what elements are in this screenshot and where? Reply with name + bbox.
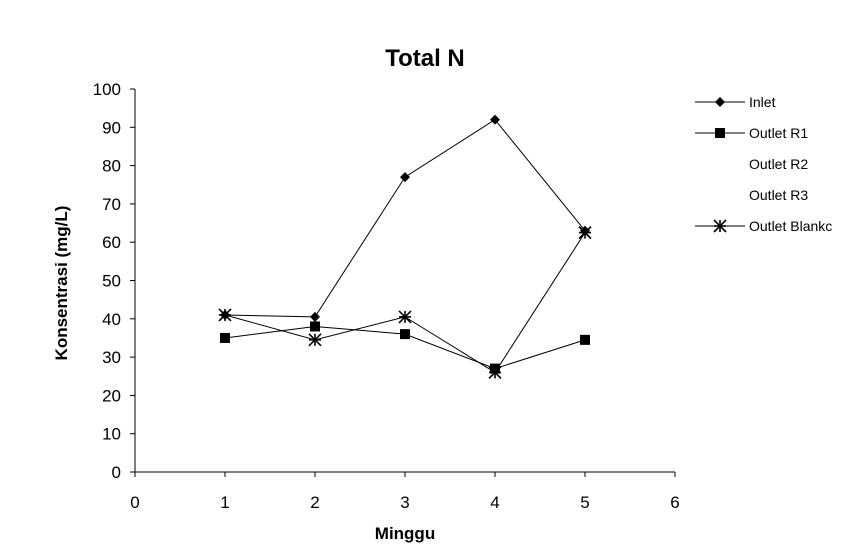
legend-label-inlet: Inlet bbox=[749, 94, 776, 110]
data-point-outlet-r1 bbox=[310, 321, 320, 332]
data-point-outlet-blanko bbox=[398, 310, 412, 324]
y-tick-label: 10 bbox=[102, 425, 121, 444]
y-tick-label: 20 bbox=[102, 386, 121, 405]
axes: 0 10 20 30 40 50 60 70 80 90 100 0 1 2 3 4 5 6 bbox=[93, 80, 680, 512]
legend-marker-outlet-r1 bbox=[715, 128, 725, 138]
y-axis-label: Konsentrasi (mg/L) bbox=[52, 206, 71, 361]
y-tick-label: 100 bbox=[93, 80, 121, 99]
legend-label-outlet-r1: Outlet R1 bbox=[749, 125, 808, 141]
y-tick-label: 70 bbox=[102, 195, 121, 214]
x-tick-label: 3 bbox=[400, 493, 409, 512]
data-point-inlet bbox=[400, 172, 410, 183]
data-point-inlet bbox=[310, 311, 320, 322]
series-layer bbox=[218, 114, 592, 379]
data-point-outlet-blanko bbox=[578, 226, 592, 240]
data-point-outlet-r1 bbox=[400, 329, 410, 340]
y-tick-label: 40 bbox=[102, 310, 121, 329]
data-point-outlet-r1 bbox=[220, 332, 230, 343]
data-point-outlet-blanko bbox=[308, 333, 322, 347]
x-tick-label: 0 bbox=[130, 493, 139, 512]
y-tick-label: 0 bbox=[112, 463, 121, 482]
legend-label-outlet-blanko: Outlet Blankc bbox=[749, 218, 832, 234]
y-tick-label: 50 bbox=[102, 272, 121, 291]
x-tick-label: 4 bbox=[490, 493, 499, 512]
x-axis-label: Minggu bbox=[375, 524, 435, 543]
data-point-outlet-blanko bbox=[218, 308, 232, 322]
y-tick-label: 90 bbox=[102, 118, 121, 137]
series-line-inlet bbox=[224, 118, 586, 318]
legend-label-outlet-r2: Outlet R2 bbox=[749, 156, 808, 172]
data-point-outlet-blanko bbox=[488, 365, 502, 379]
x-tick-label: 5 bbox=[580, 493, 589, 512]
data-point-outlet-r1 bbox=[580, 334, 590, 345]
legend-marker-outlet-blanko bbox=[713, 219, 727, 233]
y-tick-label: 30 bbox=[102, 348, 121, 367]
chart-title: Total N bbox=[385, 45, 465, 72]
y-tick-label: 60 bbox=[102, 233, 121, 252]
data-point-inlet bbox=[490, 114, 500, 125]
y-tick-label: 80 bbox=[102, 157, 121, 176]
x-tick-label: 1 bbox=[220, 493, 229, 512]
x-tick-label: 2 bbox=[310, 493, 319, 512]
legend-label-outlet-r3: Outlet R3 bbox=[749, 187, 808, 203]
legend: Inlet Outlet R1 Outlet R2 Outlet R3 Outlet B… bbox=[695, 94, 832, 234]
legend-marker-inlet bbox=[715, 97, 725, 107]
series-line-outlet-blanko bbox=[224, 232, 586, 374]
x-tick-label: 6 bbox=[670, 493, 679, 512]
